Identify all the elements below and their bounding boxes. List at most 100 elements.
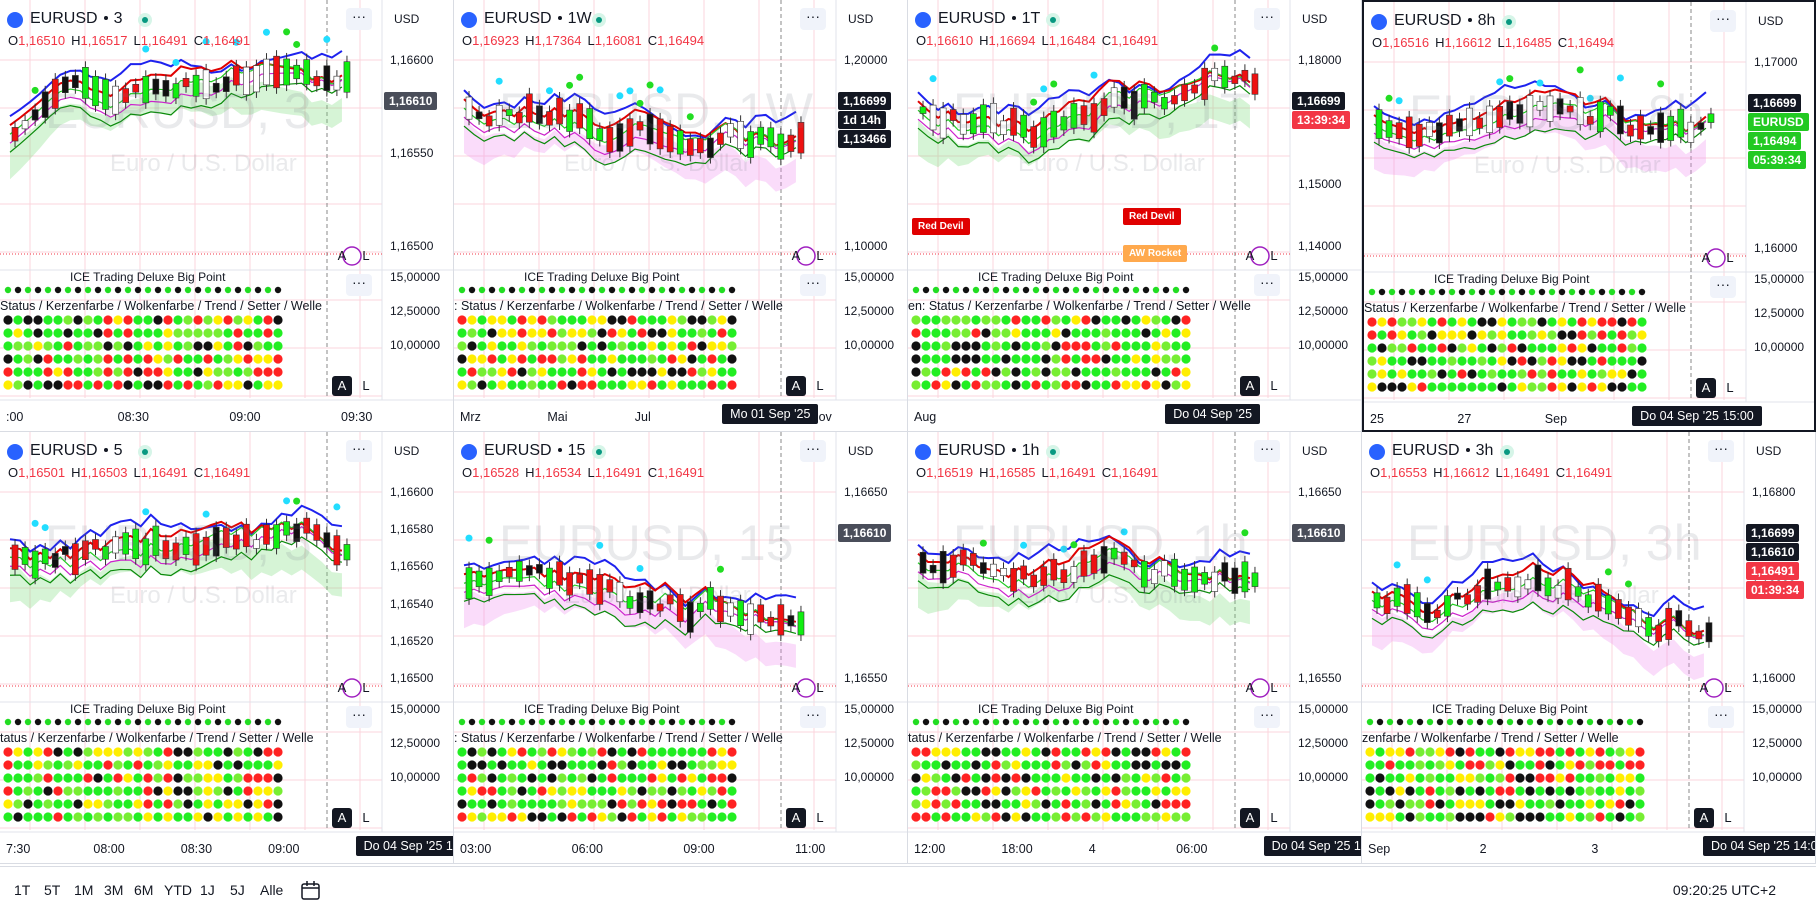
scale-button[interactable]: L xyxy=(362,248,370,263)
menu-button[interactable]: ··· xyxy=(1708,440,1734,462)
scale-button[interactable]: L xyxy=(1726,250,1734,265)
symbol-title[interactable]: EURUSD 1h xyxy=(938,442,1039,460)
currency-select[interactable]: USD xyxy=(388,8,444,30)
status-dot xyxy=(203,367,213,377)
scale-button[interactable]: A xyxy=(332,808,352,828)
scale-button[interactable]: L xyxy=(816,810,824,825)
symbol-title[interactable]: EURUSD 1W xyxy=(484,10,592,28)
status-dot xyxy=(24,286,32,294)
status-dot xyxy=(637,812,647,822)
status-dot xyxy=(63,812,73,822)
menu-button[interactable]: ··· xyxy=(800,440,826,462)
menu-button[interactable]: ··· xyxy=(1710,10,1736,32)
timeframe-button[interactable]: 6M xyxy=(134,882,154,898)
indicator-tick-label: 10,00000 xyxy=(1298,338,1349,352)
scale-button[interactable]: A xyxy=(1245,680,1255,695)
status-dot xyxy=(627,747,637,757)
chart-panel[interactable]: EURUSD, 8hEuro / U.S. DollarEURUSD8hO1,1… xyxy=(1362,0,1816,432)
chart-panel[interactable]: EURUSD, 1h Euro / U.S. Dollar EURUSD 1h O1,1… xyxy=(908,432,1362,864)
scale-button[interactable]: L xyxy=(362,680,370,695)
candle-body xyxy=(1486,105,1493,133)
currency-select[interactable]: USD xyxy=(1296,440,1352,462)
currency-select[interactable]: USD xyxy=(388,440,444,462)
candle-body xyxy=(303,517,311,534)
menu-button[interactable]: ··· xyxy=(1254,8,1280,30)
scale-button[interactable]: A xyxy=(1694,808,1714,828)
symbol-title[interactable]: EURUSD 8h xyxy=(1394,12,1495,30)
currency-select[interactable]: USD xyxy=(1750,440,1806,462)
menu-button[interactable]: ··· xyxy=(800,706,826,728)
scale-button[interactable]: A xyxy=(337,248,347,263)
scale-button[interactable]: L xyxy=(1270,248,1278,263)
scale-button[interactable]: A xyxy=(337,680,347,695)
status-dot xyxy=(708,286,716,294)
chart-panel[interactable]: EURUSD, 1TEuro / U.S. DollarEURUSD1TO1,1… xyxy=(908,0,1362,432)
scale-button[interactable]: L xyxy=(1724,810,1732,825)
timeframe-button[interactable]: YTD xyxy=(164,882,192,898)
calendar-icon[interactable] xyxy=(300,880,322,902)
scale-button[interactable]: A xyxy=(791,248,801,263)
status-dot xyxy=(3,354,13,364)
status-dot xyxy=(667,341,677,351)
scale-button[interactable]: A xyxy=(1245,248,1255,263)
scale-button[interactable]: L xyxy=(1270,378,1278,393)
menu-button[interactable]: ··· xyxy=(346,706,372,728)
scale-button[interactable]: L xyxy=(362,378,370,393)
menu-button[interactable]: ··· xyxy=(1708,706,1734,728)
menu-button[interactable]: ··· xyxy=(1254,440,1280,462)
menu-button[interactable]: ··· xyxy=(1254,274,1280,296)
scale-button[interactable]: A xyxy=(786,808,806,828)
timeframe-button[interactable]: Alle xyxy=(260,882,284,898)
symbol-title[interactable]: EURUSD 3h xyxy=(1392,442,1493,460)
scale-button[interactable]: L xyxy=(1726,380,1734,395)
signal-dot xyxy=(545,87,553,95)
chart-panel[interactable]: EURUSD, 3hEuro / U.S. DollarEURUSD3hO1,1… xyxy=(1362,432,1816,864)
chart-panel[interactable]: EURUSD, 3 Euro / U.S. Dollar EURUSD 3 O1,165… xyxy=(0,0,454,432)
menu-button[interactable]: ··· xyxy=(346,8,372,30)
scale-button[interactable]: L xyxy=(1724,680,1732,695)
scale-button[interactable]: A xyxy=(791,680,801,695)
menu-button[interactable]: ··· xyxy=(800,274,826,296)
timeframe-button[interactable]: 3M xyxy=(104,882,124,898)
currency-select[interactable]: USD xyxy=(1752,10,1808,32)
scale-button[interactable]: A xyxy=(1701,250,1711,265)
timeframe-button[interactable]: 5J xyxy=(230,882,245,898)
scale-button[interactable]: A xyxy=(1240,808,1260,828)
chart-panel[interactable]: EURUSD, 15 Euro / U.S. Dollar EURUSD 15 O1,1… xyxy=(454,432,908,864)
scale-button[interactable]: L xyxy=(816,248,824,263)
currency-select[interactable]: USD xyxy=(1296,8,1352,30)
scale-button[interactable]: A xyxy=(1240,376,1260,396)
menu-button[interactable]: ··· xyxy=(346,440,372,462)
chart-panel[interactable]: EURUSD, 1W Euro / U.S. Dollar EURUSD 1W O1,1… xyxy=(454,0,908,432)
scale-button[interactable]: A xyxy=(1696,378,1716,398)
currency-select[interactable]: USD xyxy=(842,440,898,462)
menu-button[interactable]: ··· xyxy=(1710,276,1736,298)
signal-dot xyxy=(1050,80,1058,88)
symbol-title[interactable]: EURUSD 5 xyxy=(30,442,122,460)
timeframe-button[interactable]: 1J xyxy=(200,882,215,898)
status-dot xyxy=(961,799,971,809)
candle-body xyxy=(1697,122,1705,130)
scale-button[interactable]: L xyxy=(362,810,370,825)
timeframe-button[interactable]: 5T xyxy=(44,882,61,898)
timeframe-button[interactable]: 1T xyxy=(14,882,31,898)
scale-button[interactable]: L xyxy=(1270,680,1278,695)
scale-button[interactable]: A xyxy=(1699,680,1709,695)
time-label: 09:00 xyxy=(683,842,715,856)
scale-button[interactable]: A xyxy=(786,376,806,396)
symbol-title[interactable]: EURUSD 1T xyxy=(938,10,1040,28)
currency-select[interactable]: USD xyxy=(842,8,898,30)
status-dot xyxy=(647,315,657,325)
menu-button[interactable]: ··· xyxy=(1254,706,1280,728)
symbol-title[interactable]: EURUSD 15 xyxy=(484,442,585,460)
status-dot xyxy=(163,328,173,338)
symbol-title[interactable]: EURUSD 3 xyxy=(30,10,122,28)
menu-button[interactable]: ··· xyxy=(346,274,372,296)
timeframe-button[interactable]: 1M xyxy=(74,882,94,898)
scale-button[interactable]: L xyxy=(1270,810,1278,825)
scale-button[interactable]: A xyxy=(332,376,352,396)
scale-button[interactable]: L xyxy=(816,680,824,695)
menu-button[interactable]: ··· xyxy=(800,8,826,30)
scale-button[interactable]: L xyxy=(816,378,824,393)
